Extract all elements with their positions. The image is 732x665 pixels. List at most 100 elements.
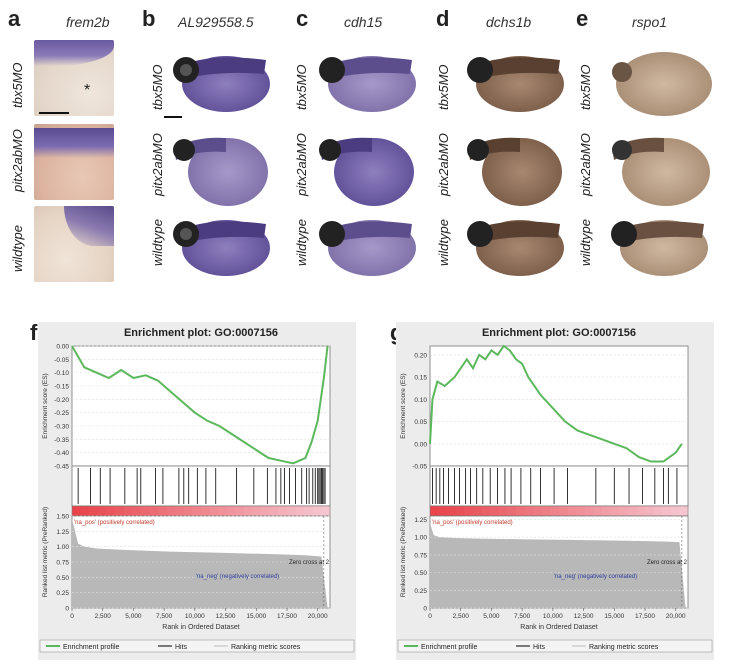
x-tick-label: 15,000 <box>604 613 624 620</box>
gene-label-al929558: AL929558.5 <box>178 14 254 30</box>
es-tick-label: 0.05 <box>414 419 427 426</box>
ranking-metric-area <box>430 523 686 608</box>
pos-correlated-label: 'na_pos' (positively correlated) <box>74 520 155 526</box>
correlation-bar-segment <box>166 506 176 516</box>
embryo-e-pitx2abmo <box>612 137 710 206</box>
correlation-bar-segment <box>584 506 594 516</box>
correlation-bar-segment <box>80 506 90 516</box>
x-tick-label: 5,000 <box>483 613 500 620</box>
x-tick-label: 0 <box>428 613 432 620</box>
correlation-bar-segment <box>226 506 236 516</box>
correlation-bar-segment <box>158 506 168 516</box>
correlation-bar-segment <box>516 506 526 516</box>
pos-correlated-label: 'na_pos' (positively correlated) <box>432 520 513 526</box>
panel-letter-e: e <box>576 6 589 31</box>
correlation-bar-segment <box>175 506 185 516</box>
asterisk-marker: * <box>84 82 91 99</box>
correlation-bar-segment <box>106 506 116 516</box>
chart-title: Enrichment plot: GO:0007156 <box>124 327 278 339</box>
panel-letter-a: a <box>8 6 21 31</box>
embryo-c-tbx5mo <box>319 56 416 112</box>
correlation-bar-segment <box>269 506 279 516</box>
correlation-bar-segment <box>278 506 288 516</box>
es-axis-label: Enrichment score (ES) <box>42 373 49 438</box>
correlation-bar-segment <box>235 506 245 516</box>
ranking-tick-label: 0.25 <box>414 588 427 595</box>
correlation-bar-segment <box>559 506 569 516</box>
legend-label: Hits <box>533 644 546 651</box>
correlation-bar-segment <box>524 506 534 516</box>
ranking-metric-area <box>72 519 328 608</box>
es-tick-label: -0.20 <box>54 397 69 404</box>
legend-box <box>397 639 713 653</box>
correlation-bar-segment <box>670 506 680 516</box>
correlation-bar-segment <box>123 506 133 516</box>
x-tick-label: 17,500 <box>635 613 655 620</box>
correlation-bar-segment <box>140 506 150 516</box>
es-plot-area <box>429 345 689 467</box>
correlation-bar-segment <box>550 506 560 516</box>
x-tick-label: 15,000 <box>246 613 266 620</box>
correlation-bar-segment <box>287 506 297 516</box>
gsea-plot-g: Enrichment plot: GO:0007156 0.20 0.15 0.10 0… <box>396 322 714 660</box>
x-tick-label: 7,500 <box>514 613 531 620</box>
correlation-bar-segment <box>662 506 672 516</box>
es-tick-label: -0.15 <box>54 384 69 391</box>
correlation-bar-segment <box>304 506 314 516</box>
zero-cross-label: Zero cross at 2 <box>289 560 330 566</box>
zero-cross-label: Zero cross at 2 <box>647 560 688 566</box>
embryo-photo-a-wildtype <box>34 206 114 282</box>
es-tick-label: -0.45 <box>54 464 69 471</box>
correlation-bar-segment <box>89 506 99 516</box>
ranking-tick-label: 0.75 <box>56 560 69 567</box>
legend-label: Ranking metric scores <box>589 644 659 651</box>
scale-bar <box>39 112 69 114</box>
x-tick-label: 2,500 <box>95 613 112 620</box>
x-tick-label: 5,000 <box>125 613 142 620</box>
embryo-b-tbx5mo <box>173 56 270 112</box>
x-tick-label: 7,500 <box>156 613 173 620</box>
legend-label: Enrichment profile <box>421 644 478 651</box>
hits-area <box>429 465 689 507</box>
correlation-bar-segment <box>602 506 612 516</box>
correlation-bar-segment <box>490 506 500 516</box>
correlation-bar-segment <box>610 506 620 516</box>
ranking-tick-label: 0.50 <box>56 575 69 582</box>
ranking-axis-label: Ranked list metric (PreRanked) <box>42 507 49 597</box>
embryo-photo-grid <box>164 52 712 276</box>
es-tick-label: 0.20 <box>414 352 427 359</box>
correlation-bar-segment <box>183 506 193 516</box>
gene-label-rspo1: rspo1 <box>632 14 668 30</box>
es-tick-label: -0.40 <box>54 450 69 457</box>
ranking-tick-label: 0.50 <box>414 570 427 577</box>
x-tick-label: 20,000 <box>666 613 686 620</box>
x-tick-label: 10,000 <box>543 613 563 620</box>
correlation-bar-segment <box>430 506 440 516</box>
correlation-bar-segment <box>252 506 262 516</box>
ranking-tick-label: 1.00 <box>56 544 69 551</box>
embryo-photo-a-tbx5mo: * <box>34 40 114 116</box>
ranking-axis-label: Ranked list metric (PreRanked) <box>400 507 407 597</box>
x-tick-label: 2,500 <box>453 613 470 620</box>
gsea-plot-f: Enrichment plot: GO:0007156 0.00 -0.05 -0.1… <box>38 322 356 660</box>
x-tick-label: 12,500 <box>216 613 236 620</box>
es-tick-label: -0.35 <box>54 437 69 444</box>
es-tick-label: 0.15 <box>414 375 427 382</box>
correlation-bar-segment <box>464 506 474 516</box>
correlation-bar-segment <box>455 506 465 516</box>
legend-box <box>39 639 355 653</box>
ranking-tick-label: 0.75 <box>414 552 427 559</box>
hits-area <box>71 465 331 507</box>
correlation-bar-segment <box>115 506 125 516</box>
correlation-bar-segment <box>653 506 663 516</box>
ranking-tick-label: 1.00 <box>414 535 427 542</box>
embryo-d-tbx5mo <box>467 56 564 112</box>
enrichment-profile-line <box>429 344 683 463</box>
es-tick-label: -0.25 <box>54 410 69 417</box>
correlation-bar-segment <box>261 506 271 516</box>
x-tick-label: 12,500 <box>574 613 594 620</box>
es-tick-label: -0.05 <box>412 464 427 471</box>
correlation-bar-segment <box>533 506 543 516</box>
embryo-d-wildtype <box>467 220 564 276</box>
correlation-bar-segment <box>149 506 159 516</box>
